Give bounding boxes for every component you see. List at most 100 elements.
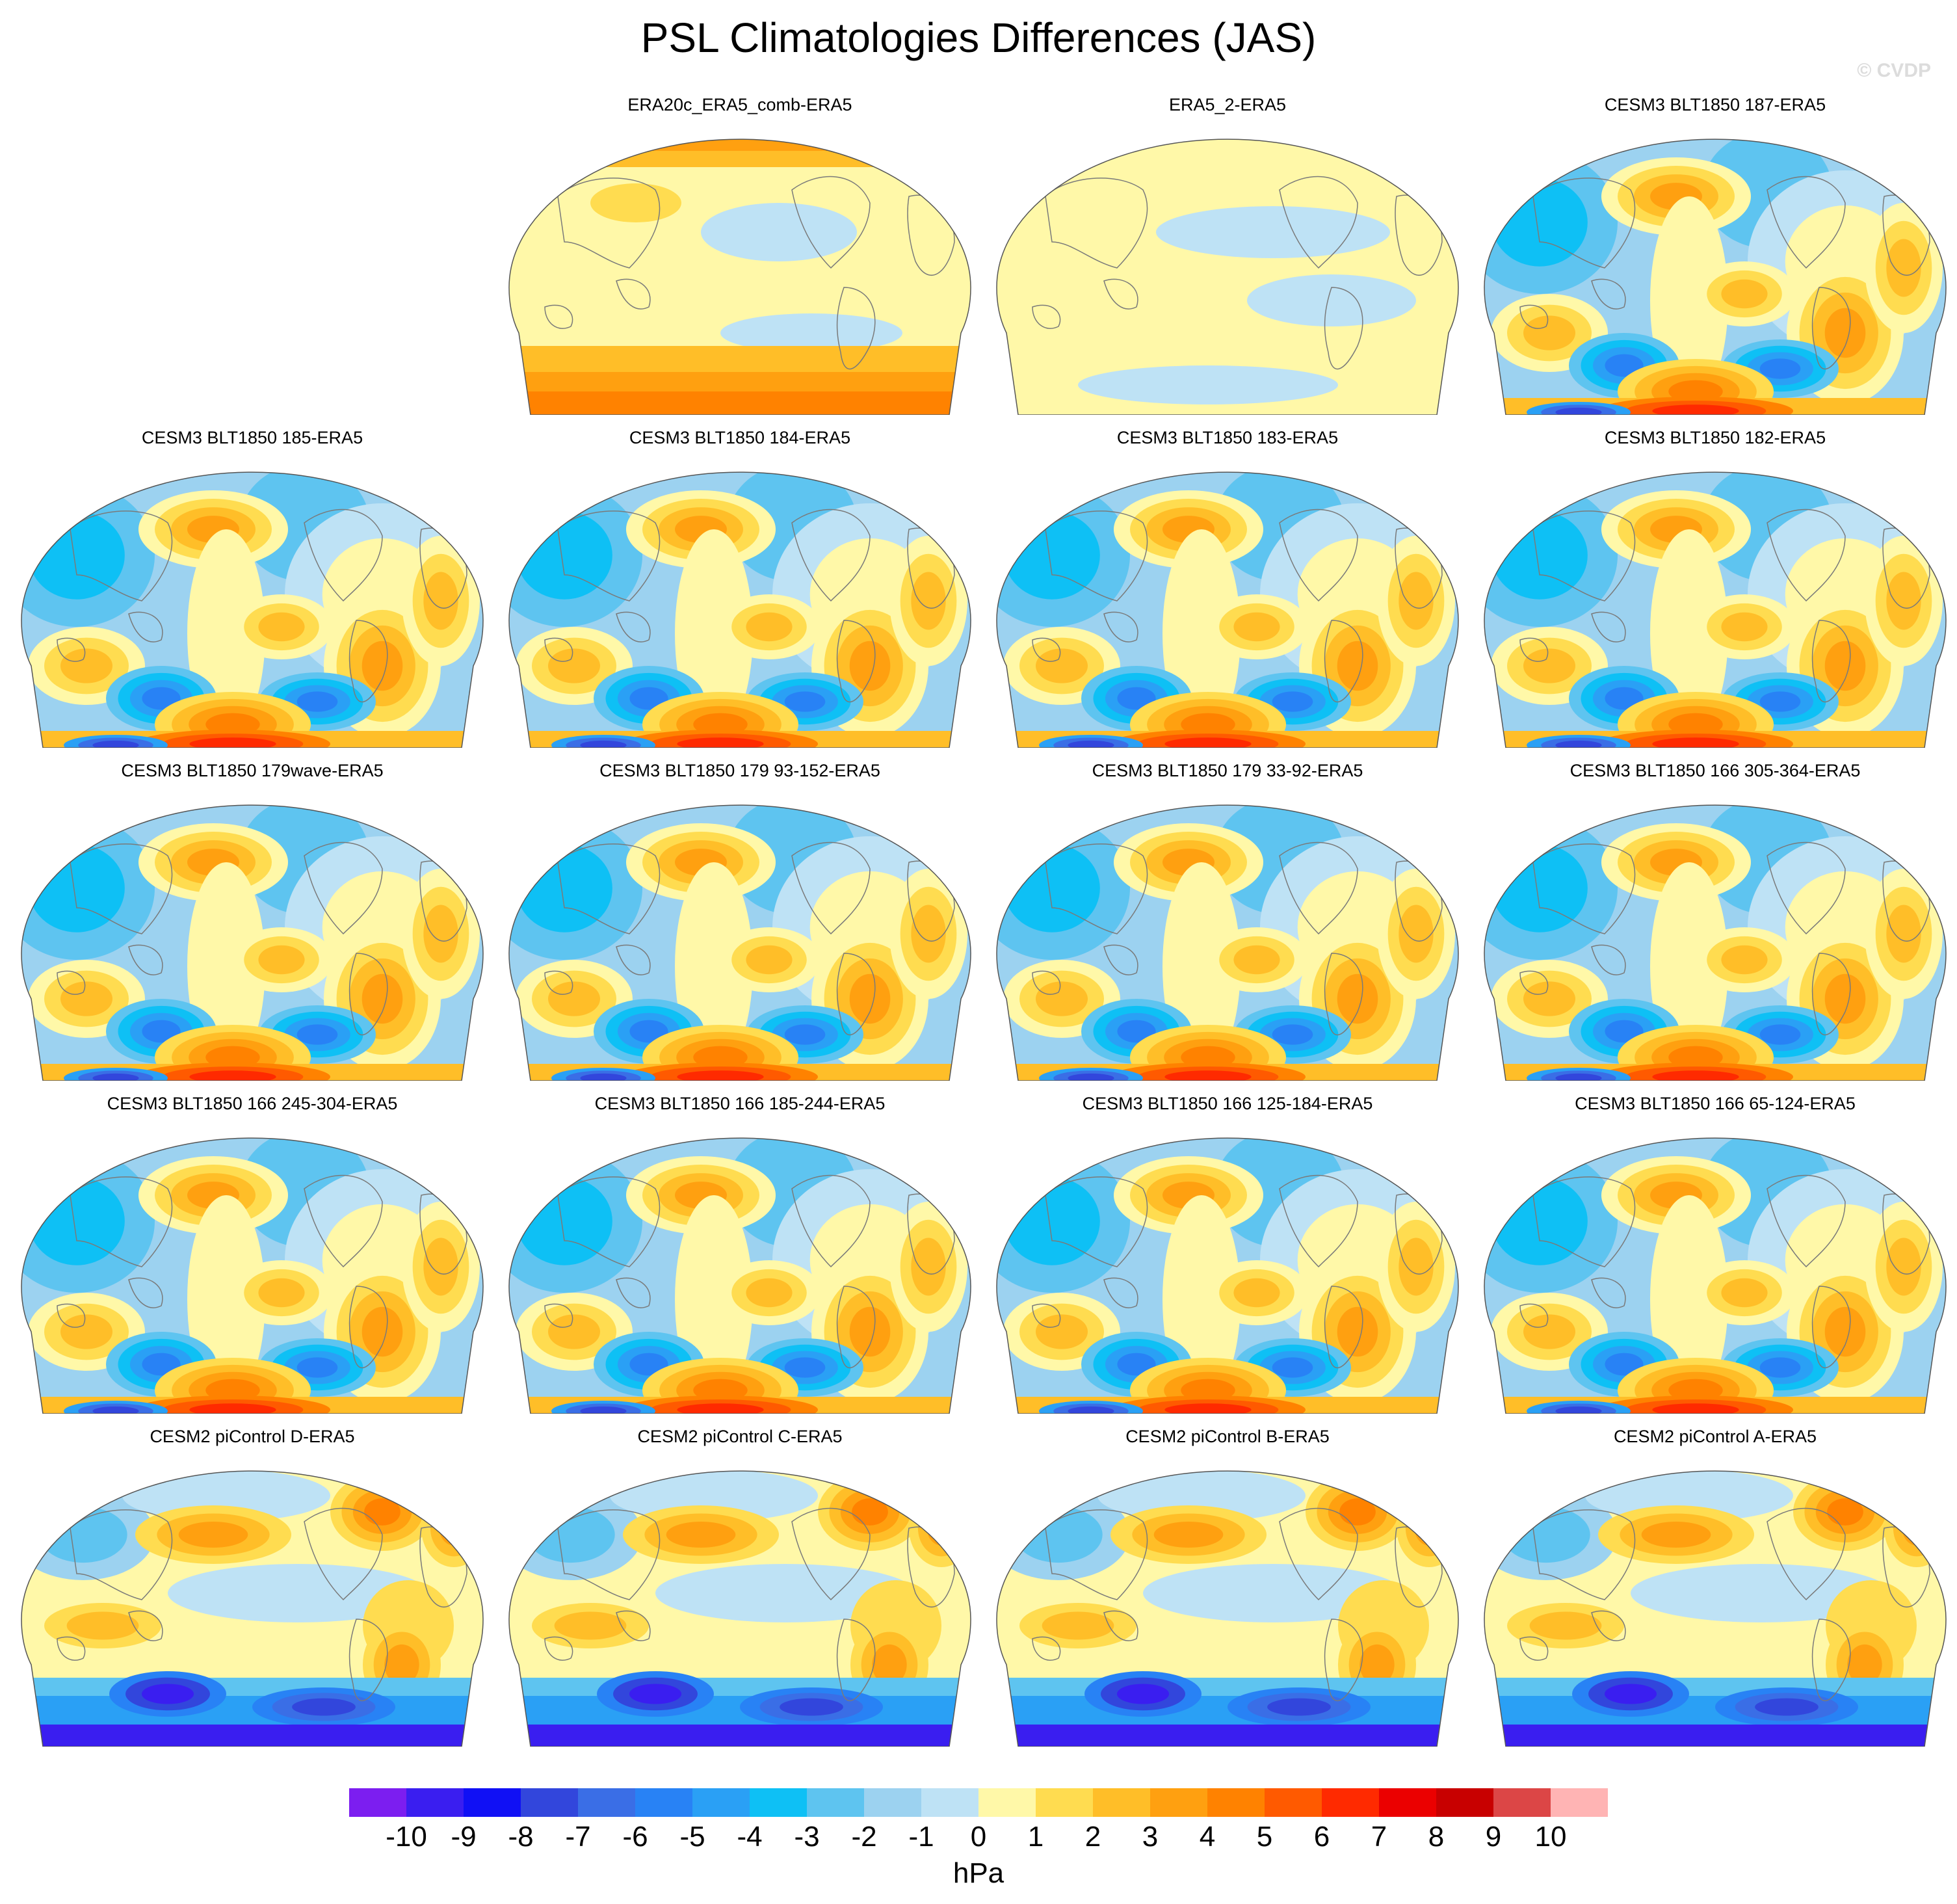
colorbar-box <box>1093 1788 1151 1817</box>
map-svg <box>21 1470 484 1747</box>
coastline <box>1767 1507 1846 1601</box>
colorbar-boxes <box>349 1788 1608 1817</box>
map-panel: CESM3 BLT1850 179 33-92-ERA5 <box>987 760 1468 1085</box>
map-panel: CESM3 BLT1850 184-ERA5 <box>499 427 980 752</box>
coastline <box>1279 1507 1358 1601</box>
coastline <box>1767 1174 1846 1268</box>
map-projection <box>18 784 486 1081</box>
panel-title: CESM3 BLT1850 182-ERA5 <box>1604 428 1826 447</box>
coastline <box>1811 953 1851 1036</box>
map-projection <box>1481 1450 1949 1747</box>
coastline <box>128 944 163 975</box>
map-panel: ERA5_2-ERA5 <box>987 94 1468 419</box>
coastline <box>836 1286 876 1369</box>
map-svg <box>996 804 1459 1081</box>
panel-title: CESM2 piControl B-ERA5 <box>1125 1427 1330 1446</box>
coastline <box>70 1509 173 1600</box>
colorbar-tick-label: -8 <box>508 1821 534 1853</box>
colorbar-tick-label: 0 <box>970 1821 987 1853</box>
coastline <box>1532 1176 1636 1267</box>
coastline <box>1045 510 1148 602</box>
coastline <box>1519 1303 1549 1328</box>
coastline <box>836 953 876 1036</box>
coastline <box>57 637 86 662</box>
coastline <box>348 1619 388 1702</box>
coastline <box>544 1303 573 1328</box>
colorbar-tick-label: -6 <box>622 1821 648 1853</box>
coastline <box>1032 304 1061 329</box>
figure-title: PSL Climatologies Differences (JAS) <box>640 14 1317 61</box>
colorbar-tick-label: -4 <box>737 1821 763 1853</box>
colorbar-box <box>521 1788 579 1817</box>
coastline <box>1324 287 1363 370</box>
coastline <box>1103 611 1138 642</box>
colorbar-box <box>807 1788 865 1817</box>
coastline <box>1279 176 1358 269</box>
panel-title: CESM3 BLT1850 179 93-152-ERA5 <box>599 761 880 780</box>
coastline <box>1767 176 1846 269</box>
colorbar-box <box>864 1788 922 1817</box>
colorbar-tick-label: 10 <box>1534 1821 1567 1853</box>
map-svg <box>996 471 1459 748</box>
coastline <box>1519 970 1549 995</box>
map-panel: CESM2 piControl A-ERA5 <box>1475 1425 1956 1751</box>
coastline <box>348 620 388 703</box>
panel-title: CESM3 BLT1850 184-ERA5 <box>629 428 851 447</box>
colorbar-box <box>406 1788 464 1817</box>
colorbar-box <box>1036 1788 1094 1817</box>
panel-title: ERA20c_ERA5_comb-ERA5 <box>627 95 852 114</box>
colorbar-box <box>1379 1788 1437 1817</box>
coastline <box>304 1174 383 1268</box>
coastline <box>1767 841 1846 935</box>
coastline <box>348 953 388 1036</box>
coastline <box>1532 843 1636 934</box>
coastline <box>1032 637 1061 662</box>
coastline <box>1032 1303 1061 1328</box>
coastline <box>557 510 661 602</box>
map-panel: CESM3 BLT1850 166 185-244-ERA5 <box>499 1092 980 1418</box>
panel-title: CESM3 BLT1850 179 33-92-ERA5 <box>1092 761 1363 780</box>
map-svg <box>1484 139 1947 415</box>
panel-title: CESM3 BLT1850 166 125-184-ERA5 <box>1082 1094 1373 1113</box>
coastline <box>557 843 661 934</box>
colorbar-box <box>750 1788 808 1817</box>
colorbar-tick-label: 9 <box>1485 1821 1502 1853</box>
coastline <box>791 1174 871 1268</box>
map-projection <box>506 1117 974 1414</box>
colorbar-box <box>1493 1788 1551 1817</box>
map-projection <box>506 1450 974 1747</box>
colorbar-tick-label: 1 <box>1027 1821 1044 1853</box>
map-svg <box>1484 1470 1947 1747</box>
map-panel: CESM3 BLT1850 179 93-152-ERA5 <box>499 760 980 1085</box>
colorbar-box <box>1207 1788 1265 1817</box>
coastline <box>70 1176 173 1267</box>
map-svg <box>1484 1137 1947 1414</box>
coastline <box>791 509 871 602</box>
colorbar-tick-label: -1 <box>908 1821 934 1853</box>
map-projection <box>993 784 1462 1081</box>
coastline <box>1591 1610 1626 1641</box>
map-projection <box>1481 784 1949 1081</box>
map-panel: CESM2 piControl B-ERA5 <box>987 1425 1468 1751</box>
map-projection <box>506 451 974 748</box>
coastline <box>1324 953 1363 1036</box>
coastline <box>791 841 871 935</box>
credit-watermark: © CVDP <box>1857 60 1931 81</box>
panel-title: CESM3 BLT1850 166 245-304-ERA5 <box>107 1094 398 1113</box>
coastline <box>1103 944 1138 975</box>
coastline <box>1103 1277 1138 1308</box>
coastline <box>1519 1636 1549 1661</box>
map-panel: CESM3 BLT1850 179wave-ERA5 <box>12 760 493 1085</box>
coastline <box>791 176 871 269</box>
map-projection <box>1481 118 1949 415</box>
coastline <box>616 278 651 310</box>
map-svg <box>508 804 971 1081</box>
map-svg <box>996 139 1459 415</box>
colorbar-tick-label: -9 <box>451 1821 477 1853</box>
panel-title: CESM3 BLT1850 166 185-244-ERA5 <box>594 1094 886 1113</box>
coastline <box>70 510 173 602</box>
map-panel: CESM3 BLT1850 166 305-364-ERA5 <box>1475 760 1956 1085</box>
colorbar-tick-label: 3 <box>1142 1821 1159 1853</box>
map-panel: CESM2 piControl C-ERA5 <box>499 1425 980 1751</box>
colorbar-box <box>578 1788 636 1817</box>
